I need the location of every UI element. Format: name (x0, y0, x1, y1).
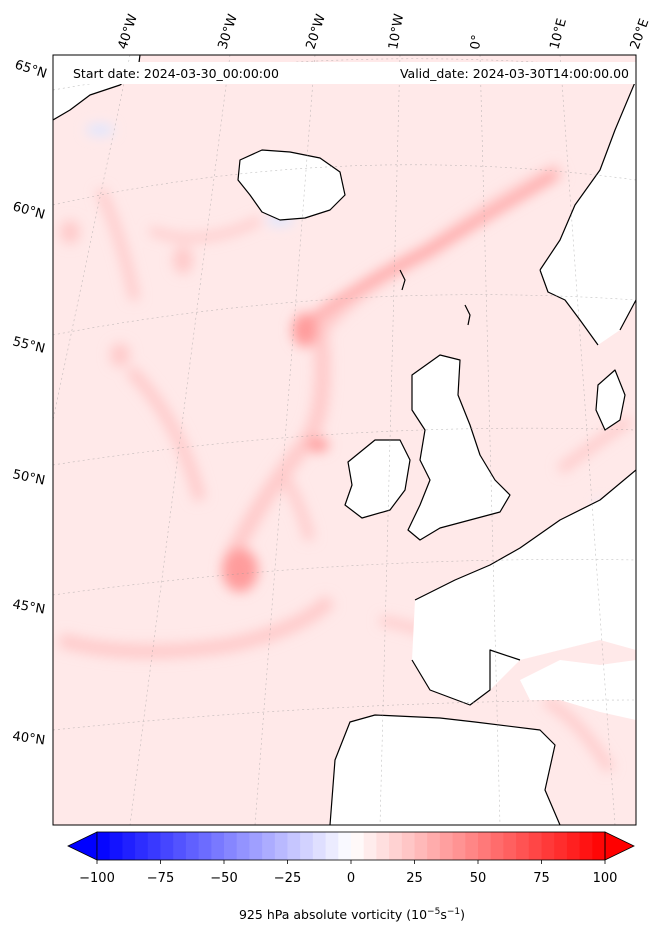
valid-date-label: Valid_date: 2024-03-30T14:00:00.00 (400, 66, 629, 81)
ireland-coastline (344, 439, 411, 519)
iberia-coastline (329, 714, 561, 825)
colorbar-extend-high (604, 831, 635, 861)
colorbar-bin (300, 832, 314, 860)
colorbar-bin (236, 832, 250, 860)
great-britain-land (408, 355, 510, 540)
lon-label-20e: 20°E (628, 17, 653, 52)
map-panel (53, 55, 636, 825)
europe-inland-land (520, 660, 636, 720)
colorbar: −100 −75 −50 −25 0 25 50 75 100 925 hPa absolute… (67, 831, 635, 922)
iberia-land (330, 715, 560, 825)
colorbar-title: 925 hPa absolute vorticity (10−5s−1) (239, 907, 465, 922)
colorbar-bin (465, 832, 479, 860)
lat-label-45n: 45°N (11, 597, 46, 617)
colorbar-bin (541, 832, 555, 860)
colorbar-bin (351, 832, 365, 860)
latitude-labels: 65°N 60°N 55°N 50°N 45°N 40°N (11, 58, 49, 749)
colorbar-bin (135, 832, 149, 860)
vorticity-features (58, 124, 633, 773)
colorbar-bin (185, 832, 200, 860)
map-frame (52, 54, 637, 826)
colorbar-tick-label: 25 (406, 871, 423, 886)
longitude-labels: 40°W 30°W 20°W 10°W 0° 10°E 20°E (116, 12, 653, 51)
colorbar-tick-label: 100 (593, 871, 618, 886)
lon-label-0: 0° (468, 34, 485, 51)
great-britain-coastline (407, 354, 511, 541)
colorbar-tick-label: −25 (274, 871, 301, 886)
land-masses (53, 55, 636, 825)
colorbar-tick-label: 75 (533, 871, 550, 886)
colorbar-bin (312, 832, 327, 860)
lat-label-60n: 60°N (11, 199, 47, 222)
colorbar-tick-label: −100 (79, 871, 115, 886)
start-date-label: Start date: 2024-03-30_00:00:00 (73, 66, 279, 81)
denmark-coastline (595, 369, 626, 431)
lat-label-55n: 55°N (11, 334, 46, 356)
lat-label-50n: 50°N (11, 467, 46, 488)
colorbar-bin (414, 832, 428, 860)
header-strip (53, 62, 636, 84)
colorbar-bin (173, 832, 187, 860)
scandinavia-coastline (539, 79, 636, 346)
colorbar-ticks: −100 −75 −50 −25 0 25 50 75 100 (79, 860, 617, 886)
colorbar-bin (325, 832, 339, 860)
colorbar-bin (211, 832, 225, 860)
colorbar-bin (452, 832, 466, 860)
colorbar-tick-label: −50 (210, 871, 237, 886)
scandinavia-land (540, 80, 636, 345)
colorbar-bin (528, 832, 542, 860)
colorbar-bin (389, 832, 403, 860)
colorbar-bin (363, 832, 377, 860)
ireland-land (345, 440, 410, 518)
colorbar-bin (490, 832, 504, 860)
lat-label-65n: 65°N (13, 58, 49, 82)
colorbar-bin (262, 832, 276, 860)
colorbar-bins (97, 832, 606, 860)
colorbar-bin (287, 832, 301, 860)
colorbar-bin (109, 832, 123, 860)
lon-label-20w: 20°W (304, 12, 329, 51)
colorbar-bin (592, 832, 606, 860)
colorbar-bin (147, 832, 161, 860)
lat-label-40n: 40°N (11, 729, 46, 748)
colorbar-bin (274, 832, 288, 860)
colorbar-bin (401, 832, 415, 860)
colorbar-bin (122, 832, 136, 860)
coastlines (53, 55, 636, 825)
denmark-land (596, 370, 625, 430)
colorbar-bin (566, 832, 581, 860)
colorbar-bin (376, 832, 390, 860)
colorbar-bin (579, 832, 593, 860)
colorbar-bin (427, 832, 441, 860)
colorbar-extend-low (67, 831, 98, 861)
colorbar-bin (439, 832, 454, 860)
iceland-coastline (237, 149, 346, 221)
lon-label-10w: 10°W (386, 13, 407, 51)
colorbar-bin (249, 832, 263, 860)
europe-coastline (411, 469, 636, 706)
colorbar-tick-label: 50 (470, 871, 487, 886)
lon-label-10e: 10°E (547, 17, 570, 51)
colorbar-bin (516, 832, 530, 860)
lon-label-30w: 30°W (216, 12, 241, 51)
colorbar-tick-label: 0 (347, 871, 355, 886)
iceland-land (238, 150, 345, 220)
france-land (412, 470, 636, 705)
colorbar-bin (224, 832, 238, 860)
colorbar-tick-label: −75 (147, 871, 174, 886)
colorbar-bin (554, 832, 568, 860)
faroe-shetland-coastline (399, 269, 471, 326)
colorbar-bin (503, 832, 517, 860)
colorbar-bin (160, 832, 174, 860)
colorbar-bin (198, 832, 212, 860)
lon-label-40w: 40°W (116, 12, 141, 51)
colorbar-bin (338, 832, 352, 860)
colorbar-bin (478, 832, 492, 860)
colorbar-bin (97, 832, 111, 860)
